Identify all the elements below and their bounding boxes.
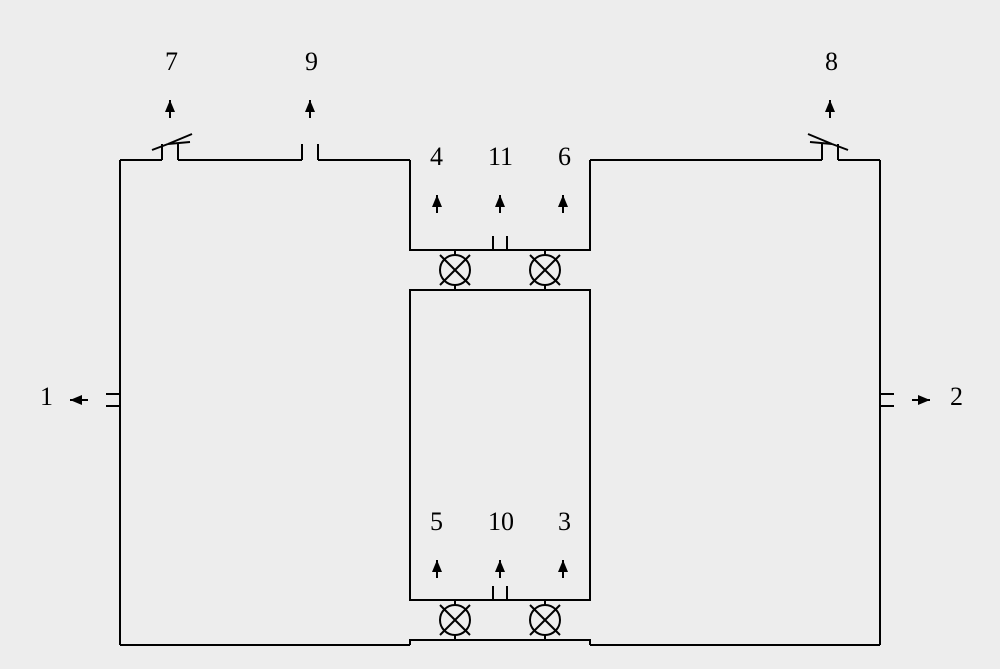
label-4: 4: [430, 142, 443, 171]
label-6: 6: [558, 142, 571, 171]
label-3: 3: [558, 507, 571, 536]
callout-10: 10: [488, 507, 514, 578]
label-9: 9: [305, 47, 318, 76]
label-8: 8: [825, 47, 838, 76]
label-10: 10: [488, 507, 514, 536]
callout-9: 9: [305, 47, 318, 118]
callout-6: 6: [558, 142, 571, 213]
callout-11: 11: [488, 142, 513, 213]
callout-5: 5: [430, 507, 443, 578]
label-1: 1: [40, 382, 53, 411]
callout-3: 3: [558, 507, 571, 578]
label-11: 11: [488, 142, 513, 171]
callout-2: 2: [912, 382, 963, 411]
label-7: 7: [165, 47, 178, 76]
callouts: 1 2 7 9 8 4 11 6 5 10 3: [40, 47, 963, 578]
diagram-frame: 1 2 7 9 8 4 11 6 5 10 3: [0, 0, 1000, 669]
callout-8: 8: [825, 47, 838, 118]
callout-7: 7: [165, 47, 178, 118]
valves: [440, 250, 560, 640]
connectors: [410, 250, 590, 640]
label-5: 5: [430, 507, 443, 536]
callout-4: 4: [430, 142, 443, 213]
callout-1: 1: [40, 382, 88, 411]
schematic-svg: 1 2 7 9 8 4 11 6 5 10 3: [0, 0, 1000, 669]
label-2: 2: [950, 382, 963, 411]
